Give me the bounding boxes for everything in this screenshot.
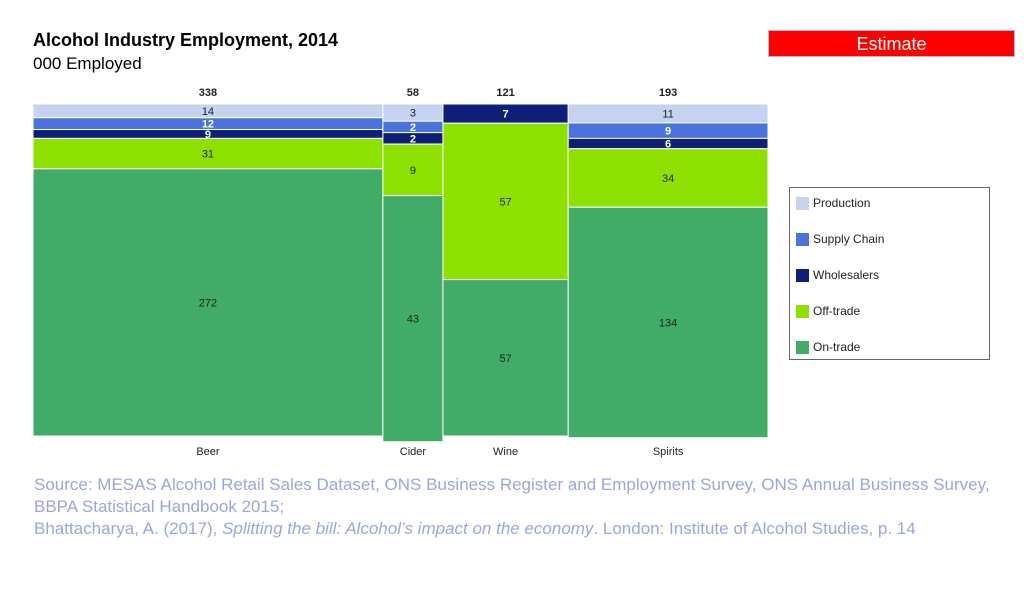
data-label: 3: [410, 108, 416, 120]
data-label: 14: [202, 106, 214, 118]
citation-title: Splitting the bill: Alcohol’s impact on …: [222, 519, 594, 538]
marimekko-chart: 1412931272338Beer32294358Cider75757121Wi…: [32, 87, 769, 458]
legend-label: On-trade: [813, 340, 861, 354]
legend-swatch: [796, 268, 809, 282]
source-note: Source: MESAS Alcohol Retail Sales Datas…: [34, 474, 1004, 540]
legend-swatch: [796, 196, 809, 210]
x-tick-label: Beer: [196, 446, 220, 458]
source-line-1: Source: MESAS Alcohol Retail Sales Datas…: [34, 475, 990, 516]
total-label: 338: [199, 87, 217, 99]
segment-cider-off-trade: [382, 143, 444, 197]
data-label: 34: [662, 173, 674, 185]
legend-label: Supply Chain: [813, 232, 885, 246]
chart-title: Alcohol Industry Employment, 2014: [33, 30, 339, 50]
data-label: 31: [202, 149, 214, 161]
chart-subtitle: 000 Employed: [33, 54, 142, 73]
legend-item-wholesalers: Wholesalers: [796, 268, 879, 282]
segment-wine-on-trade: [442, 279, 569, 437]
legend-item-production: Production: [796, 196, 870, 210]
total-label: 58: [407, 87, 419, 99]
x-tick-label: Wine: [493, 446, 518, 458]
data-label: 12: [202, 119, 214, 131]
data-label: 9: [410, 165, 416, 177]
legend-label: Production: [813, 196, 871, 210]
data-label: 43: [407, 314, 419, 326]
data-label: 57: [499, 353, 511, 365]
data-label: 272: [199, 297, 217, 309]
x-tick-label: Spirits: [653, 446, 684, 458]
segment-wine-off-trade: [442, 122, 569, 281]
segment-beer-on-trade: [32, 168, 384, 437]
x-tick-label: Cider: [400, 446, 427, 458]
legend-item-on-trade: On-trade: [796, 340, 860, 354]
legend-item-supply-chain: Supply Chain: [796, 232, 884, 246]
citation-suffix: . London: Institute of Alcohol Studies, …: [593, 519, 916, 538]
data-label: 2: [410, 122, 416, 134]
legend-swatch: [796, 304, 809, 318]
data-label: 134: [659, 317, 677, 329]
legend-swatch: [796, 232, 809, 246]
segment-cider-on-trade: [382, 195, 444, 443]
data-label: 9: [205, 129, 211, 141]
data-label: 11: [662, 108, 673, 120]
data-label: 57: [499, 196, 511, 208]
estimate-badge: Estimate: [768, 30, 1015, 57]
legend-label: Wholesalers: [813, 268, 880, 282]
legend-label: Off-trade: [813, 304, 861, 318]
legend-swatch: [796, 340, 809, 354]
data-label: 2: [410, 133, 416, 145]
total-label: 193: [659, 87, 677, 99]
data-label: 9: [665, 126, 671, 138]
segment-spirits-on-trade: [567, 206, 769, 439]
data-label: 7: [503, 109, 509, 121]
legend: Production Supply Chain Wholesalers Off-tra…: [789, 187, 990, 360]
total-label: 121: [496, 87, 514, 99]
citation-prefix: Bhattacharya, A. (2017),: [34, 519, 223, 538]
data-label: 6: [665, 139, 671, 151]
legend-item-off-trade: Off-trade: [796, 304, 860, 318]
